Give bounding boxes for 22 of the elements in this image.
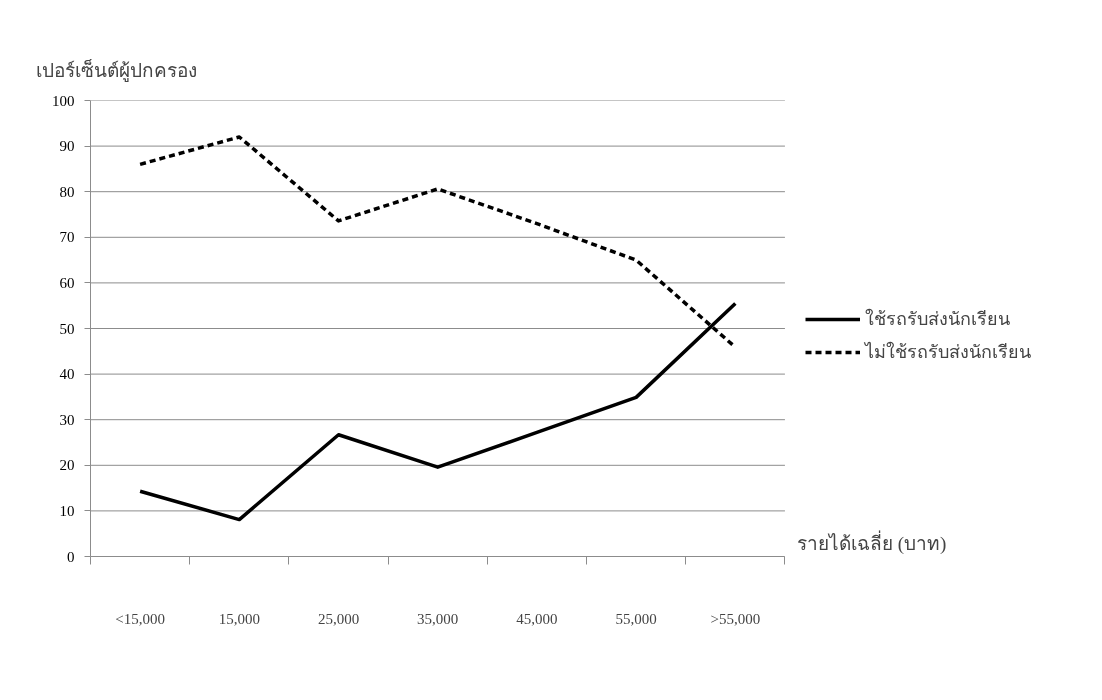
x-tick-label: 55,000 [615, 610, 657, 627]
y-tick-label: 0 [67, 548, 75, 565]
y-tick-label: 70 [59, 229, 75, 246]
y-tick-label: 100 [52, 92, 75, 109]
x-tick-label: <15,000 [115, 610, 165, 627]
x-tick-label: 35,000 [417, 610, 459, 627]
legend-label: ใช้รถรับส่งนักเรียน [865, 307, 1010, 331]
legend-label: ไม่ใช้รถรับส่งนักเรียน [865, 340, 1031, 364]
y-tick-label: 20 [59, 457, 75, 474]
y-axis-title: เปอร์เซ็นต์ผู้ปกครอง [35, 57, 197, 82]
y-tick-label: 80 [59, 183, 75, 200]
x-tick-label: >55,000 [710, 610, 761, 627]
x-axis-title: รายได้เฉลี่ย (บาท) [796, 529, 947, 555]
y-tick-label: 90 [59, 138, 75, 155]
y-tick-label: 60 [59, 274, 75, 291]
x-tick-label: 45,000 [516, 610, 558, 627]
y-tick-label: 40 [59, 366, 75, 383]
y-tick-label: 10 [59, 502, 75, 519]
x-tick-label: 25,000 [317, 610, 360, 627]
y-tick-label: 50 [59, 320, 75, 337]
x-tick-label: 15,000 [218, 610, 260, 627]
y-tick-label: 30 [59, 411, 75, 428]
